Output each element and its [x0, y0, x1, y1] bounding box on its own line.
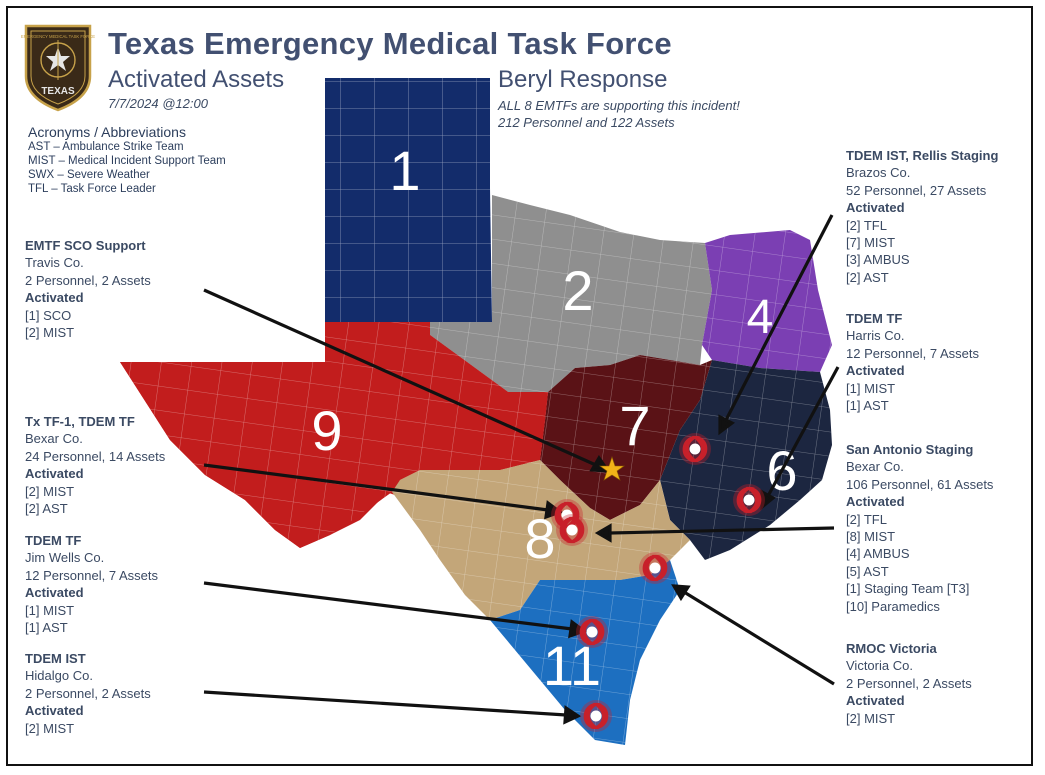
- deployment-title: Tx TF-1, TDEM TF: [25, 414, 135, 429]
- deployment-county: Harris Co.: [846, 328, 905, 344]
- region-label-1: 1: [389, 139, 420, 202]
- asset-item: [2] MIST: [25, 483, 75, 499]
- asset-item: [10] Paramedics: [846, 598, 940, 614]
- deployment-block-jim-wells: TDEM TF Jim Wells Co. 12 Personnel, 7 As…: [25, 532, 158, 636]
- date-stamp: 7/7/2024 @12:00: [108, 96, 208, 111]
- logo-text-top: EMERGENCY MEDICAL TASK FORCE: [21, 34, 95, 39]
- deployment-block-harris: TDEM TF Harris Co. 12 Personnel, 7 Asset…: [846, 310, 979, 414]
- deployment-county: Travis Co.: [25, 255, 84, 271]
- acronym-item: SWX – Severe Weather: [28, 169, 150, 181]
- deployment-block-rellis: TDEM IST, Rellis Staging Brazos Co. 52 P…: [846, 147, 998, 286]
- activated-label: Activated: [25, 290, 84, 306]
- deployment-county: Bexar Co.: [25, 431, 83, 447]
- deployment-summary: 52 Personnel, 27 Assets: [846, 182, 987, 198]
- asset-item: [2] AST: [846, 269, 889, 285]
- asset-item: [3] AMBUS: [846, 252, 910, 268]
- asset-item: [2] MIST: [25, 325, 75, 341]
- hurricane-icon: [576, 616, 608, 648]
- hurricane-icon: [639, 552, 671, 584]
- activated-label: Activated: [846, 363, 905, 379]
- asset-item: [1] AST: [846, 398, 889, 414]
- acronym-item: TFL – Task Force Leader: [28, 183, 156, 195]
- hurricane-icon: [679, 433, 711, 465]
- deployment-block-bexar-tf: Tx TF-1, TDEM TF Bexar Co. 24 Personnel,…: [25, 413, 165, 517]
- deployment-title: TDEM IST, Rellis Staging: [846, 148, 999, 163]
- deployment-summary: 2 Personnel, 2 Assets: [25, 685, 151, 701]
- region-1: [325, 78, 492, 322]
- region-7: [540, 355, 712, 520]
- asset-item: [2] AST: [25, 501, 68, 517]
- region-2: [430, 195, 712, 392]
- asset-item: [1] Staging Team [T3]: [846, 581, 970, 597]
- deployment-summary: 106 Personnel, 61 Assets: [846, 476, 994, 492]
- asset-item: [4] AMBUS: [846, 546, 910, 562]
- deployment-county: Jim Wells Co.: [25, 550, 105, 566]
- asset-item: [2] TFL: [846, 217, 887, 233]
- activated-label: Activated: [846, 693, 905, 709]
- deployment-summary: 2 Personnel, 2 Assets: [25, 272, 151, 288]
- subtitle-left: Activated Assets: [108, 66, 285, 93]
- deployment-title: TDEM TF: [25, 533, 82, 548]
- region-label-7: 7: [619, 394, 650, 457]
- pointer-arrows: [203, 214, 840, 725]
- region-4: [702, 230, 832, 372]
- logo-text-bottom: TEXAS: [41, 86, 75, 97]
- deployment-block-sco: EMTF SCO Support Travis Co. 2 Personnel,…: [25, 237, 151, 341]
- deployment-title: San Antonio Staging: [846, 442, 974, 457]
- hurricane-icon: [556, 514, 588, 546]
- region-label-8: 8: [524, 507, 555, 570]
- region-9: [120, 322, 548, 548]
- hurricane-icon: [733, 484, 765, 516]
- deployment-title: EMTF SCO Support: [25, 238, 146, 253]
- acronyms-heading: Acronyms / Abbreviations: [28, 124, 186, 140]
- asset-item: [2] TFL: [846, 511, 887, 527]
- acronym-item: AST – Ambulance Strike Team: [28, 141, 184, 153]
- asset-item: [7] MIST: [846, 235, 896, 251]
- deployment-county: Victoria Co.: [846, 658, 913, 674]
- asset-item: [2] MIST: [846, 710, 896, 726]
- region-11: [490, 560, 680, 745]
- region-label-9: 9: [311, 399, 342, 462]
- incident-note-2: 212 Personnel and 122 Assets: [498, 115, 675, 130]
- star-icon: [599, 456, 625, 481]
- deployment-block-san-antonio: San Antonio Staging Bexar Co. 106 Person…: [846, 441, 993, 615]
- activated-label: Activated: [25, 466, 84, 482]
- asset-item: [1] SCO: [25, 307, 72, 323]
- deployment-county: Hidalgo Co.: [25, 668, 93, 684]
- deployment-block-hidalgo: TDEM IST Hidalgo Co. 2 Personnel, 2 Asse…: [25, 650, 151, 737]
- activated-label: Activated: [25, 585, 84, 601]
- activated-label: Activated: [25, 703, 84, 719]
- asset-item: [1] MIST: [25, 602, 75, 618]
- activated-label: Activated: [846, 494, 905, 510]
- region-label-2: 2: [562, 259, 593, 322]
- deployment-summary: 24 Personnel, 14 Assets: [25, 448, 166, 464]
- deployment-summary: 12 Personnel, 7 Assets: [25, 567, 158, 583]
- acronym-item: MIST – Medical Incident Support Team: [28, 155, 226, 167]
- asset-item: [2] MIST: [25, 720, 75, 736]
- page-title: Texas Emergency Medical Task Force: [108, 26, 672, 61]
- page-frame: [6, 6, 1033, 766]
- deployment-summary: 12 Personnel, 7 Assets: [846, 345, 979, 361]
- deployment-county: Brazos Co.: [846, 165, 911, 181]
- asset-item: [1] AST: [25, 620, 68, 636]
- deployment-summary: 2 Personnel, 2 Assets: [846, 675, 972, 691]
- deployment-title: RMOC Victoria: [846, 641, 937, 656]
- region-6: [660, 360, 832, 560]
- hurricane-icon: [580, 700, 612, 732]
- deployment-county: Bexar Co.: [846, 459, 904, 475]
- asset-item: [5] AST: [846, 563, 889, 579]
- emtf-logo-icon: TEXAS EMERGENCY MEDICAL TASK FORCE: [21, 24, 95, 112]
- asset-item: [8] MIST: [846, 529, 896, 545]
- subtitle-right: Beryl Response: [498, 66, 668, 93]
- deployment-title: TDEM TF: [846, 311, 903, 326]
- incident-note-1: ALL 8 EMTFs are supporting this incident…: [498, 98, 740, 113]
- activated-label: Activated: [846, 200, 905, 216]
- deployment-title: TDEM IST: [25, 651, 86, 666]
- asset-item: [1] MIST: [846, 380, 896, 396]
- deployment-block-victoria: RMOC Victoria Victoria Co. 2 Personnel, …: [846, 640, 972, 727]
